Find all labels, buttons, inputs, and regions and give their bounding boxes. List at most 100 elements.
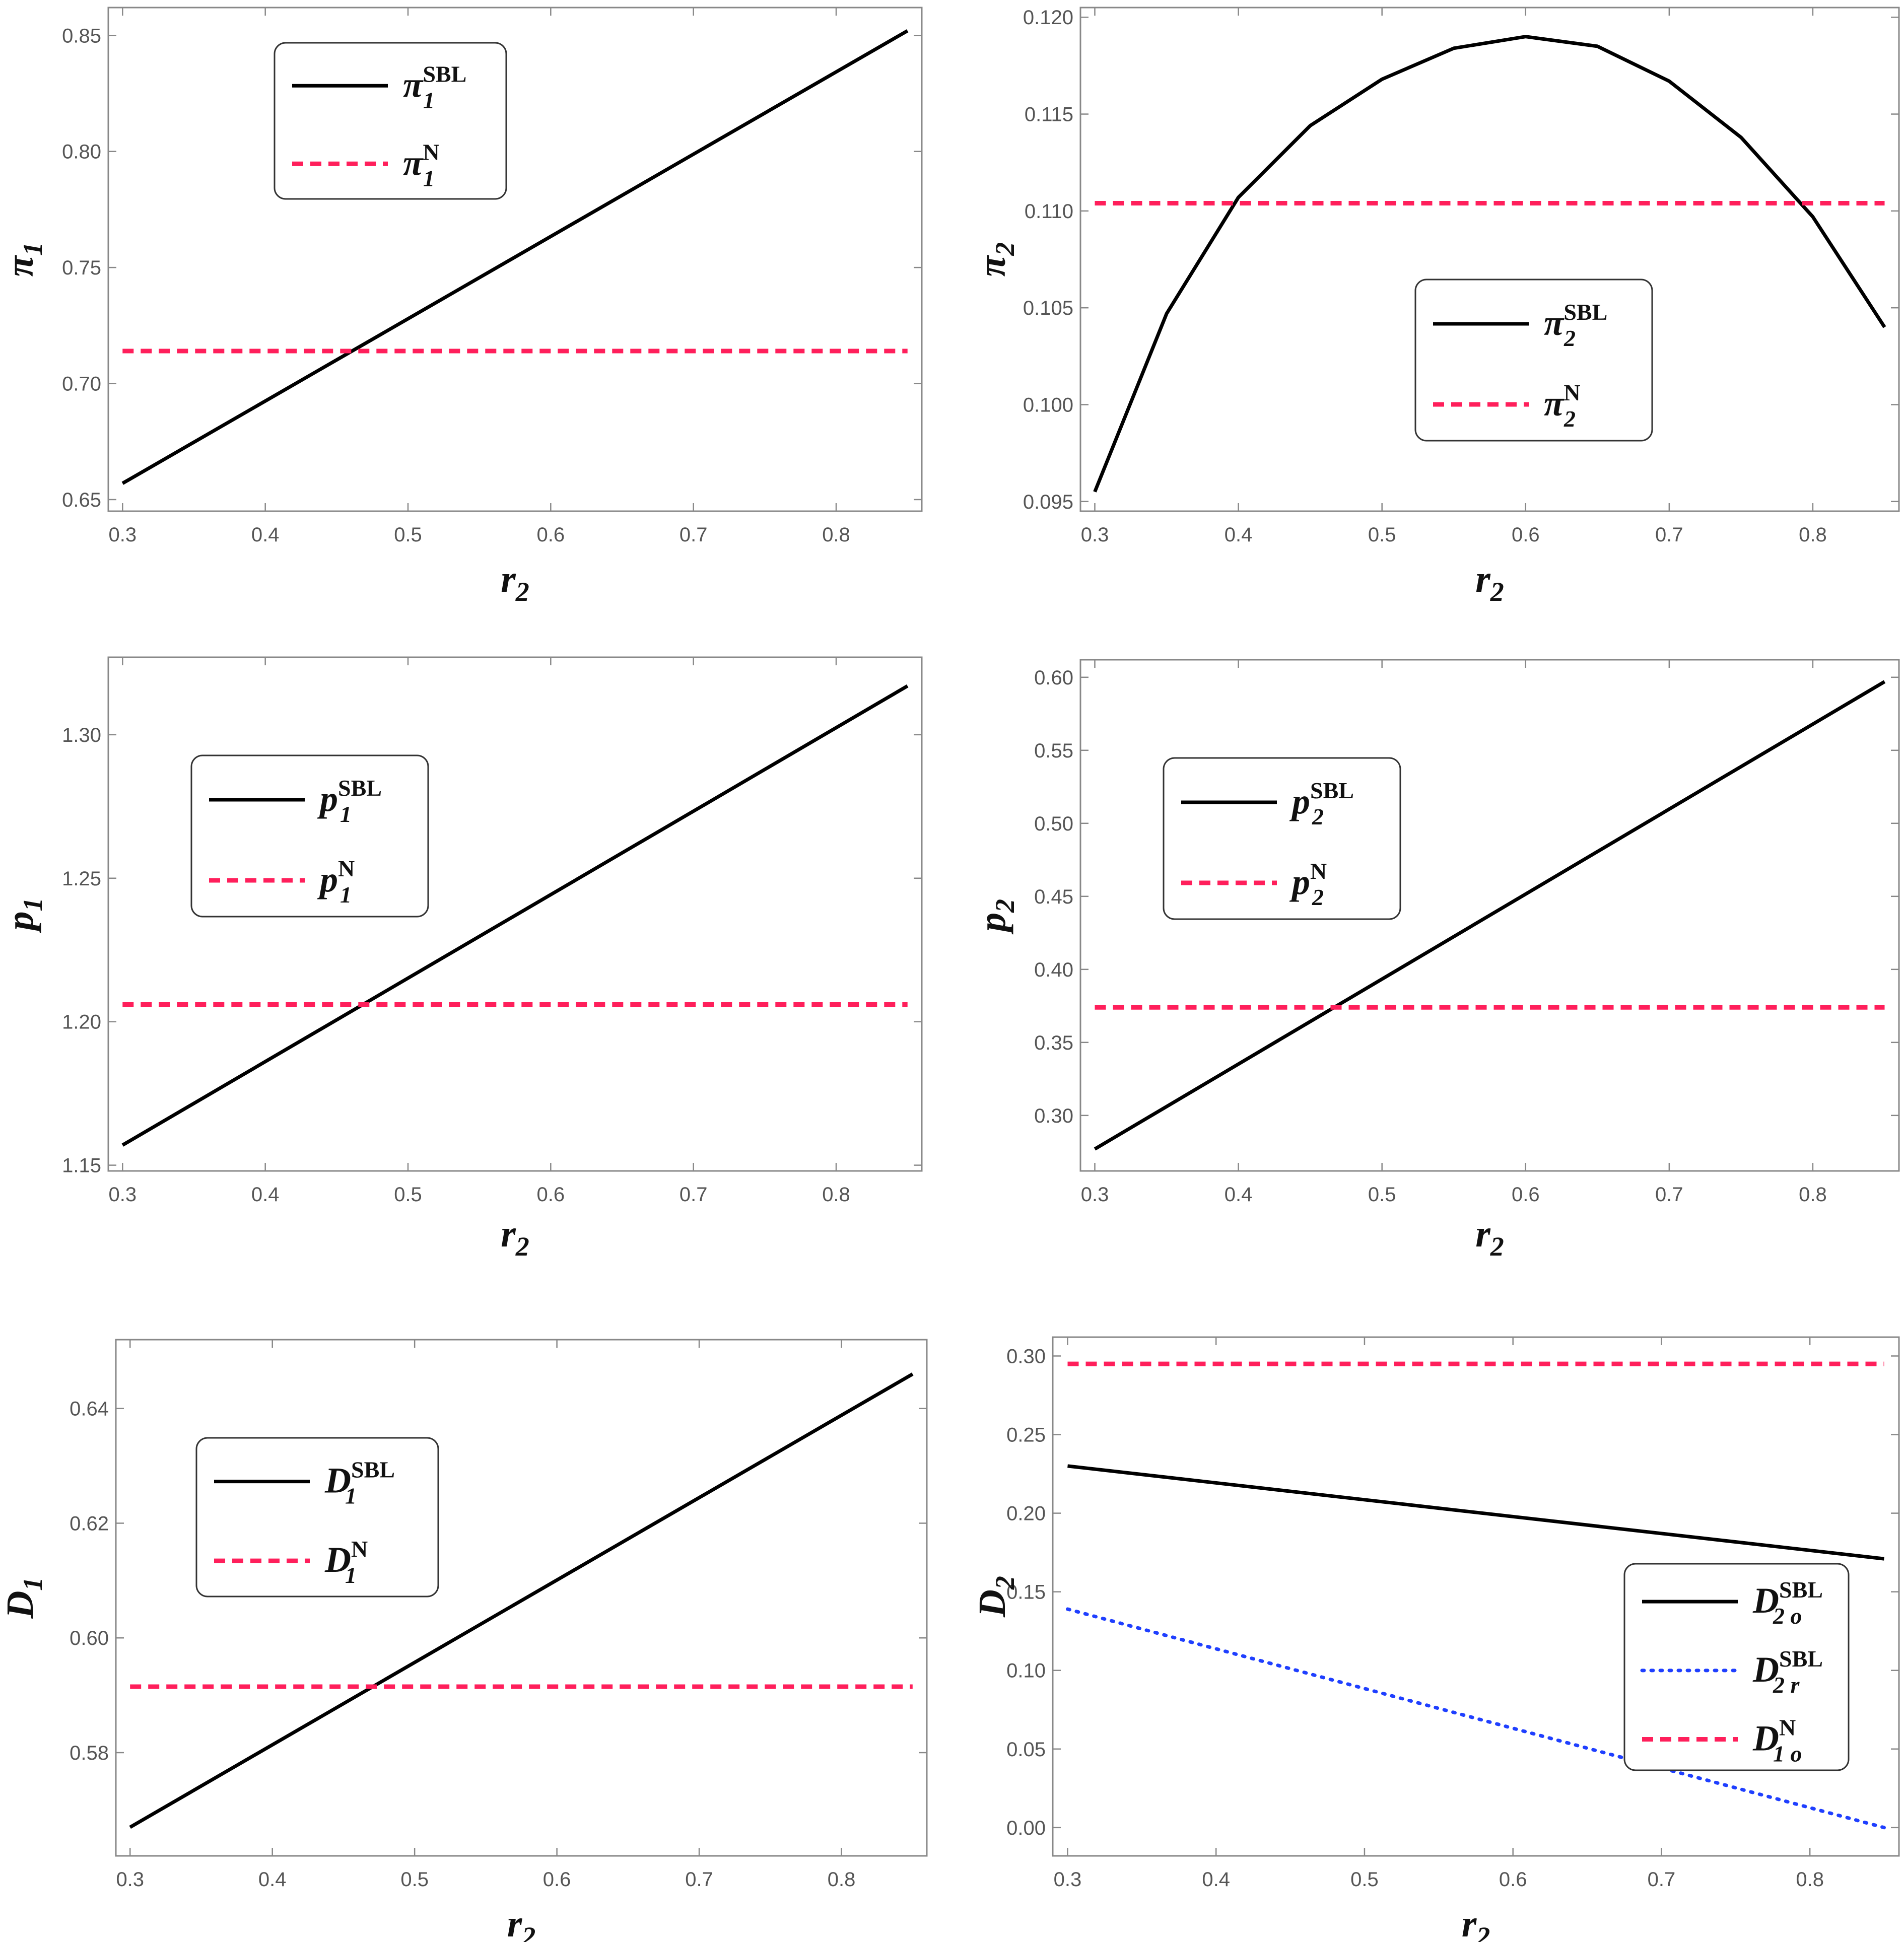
y-axis-label-base: D	[0, 1591, 41, 1619]
legend-label: pSBL 1	[317, 775, 382, 827]
legend-label-base: π	[1544, 383, 1565, 424]
legend-label-base: π	[403, 143, 424, 183]
x-tick-label: 0.7	[685, 1868, 713, 1891]
legend-label-sup: SBL	[1310, 778, 1354, 803]
legend-label-sub: 2	[1312, 804, 1324, 829]
y-tick-label: 0.115	[1025, 104, 1073, 126]
y-tick-label: 0.095	[1023, 491, 1073, 513]
legend-label: πN 1	[403, 139, 440, 191]
y-tick-label: 0.110	[1025, 200, 1073, 223]
legend-label: DSBL 1	[324, 1457, 395, 1509]
x-tick-label: 0.7	[1655, 1184, 1683, 1206]
legend-label-sup: N	[338, 856, 355, 881]
legend-label-sub: 1	[345, 1483, 357, 1509]
x-tick-label: 0.5	[1368, 1184, 1396, 1206]
y-tick-label: 0.15	[1006, 1581, 1046, 1604]
x-tick-label: 0.6	[1512, 1184, 1540, 1206]
legend-label-sub: 2 o	[1773, 1603, 1802, 1629]
x-tick-label: 0.6	[1499, 1868, 1527, 1891]
y-axis-label-base: π	[971, 254, 1013, 276]
x-axis-label: r2	[501, 558, 529, 607]
chart-d2: 0.3 0.4 0.5 0.6 0.7 0.8 0.00 0.05 0.10 0.15 0.20 0.…	[971, 1336, 1900, 1942]
x-tick-label: 0.3	[1054, 1868, 1082, 1891]
x-axis-label: r2	[1475, 558, 1504, 607]
x-tick-label: 0.5	[1350, 1868, 1379, 1891]
plot-frame	[1079, 7, 1900, 512]
x-axis-label: r2	[1462, 1903, 1490, 1942]
y-tick-label: 0.58	[70, 1742, 109, 1764]
x-tick-label: 0.8	[822, 524, 850, 546]
x-axis-label-sub: 2	[1476, 1921, 1490, 1942]
plot-frame	[107, 7, 923, 512]
x-tick-label: 0.6	[537, 524, 565, 546]
legend-label-base: p	[1289, 781, 1310, 821]
legend-label: πSBL 2	[1544, 299, 1607, 351]
x-tick-label: 0.5	[400, 1868, 429, 1891]
x-axis-label-base: r	[501, 1213, 516, 1255]
x-axis-label-sub: 2	[521, 1921, 535, 1942]
legend-label-sub: 1	[423, 87, 435, 113]
legend: pSBL 1 pN 1	[190, 754, 429, 918]
legend-label-base: p	[1289, 862, 1310, 902]
y-axis-label: D1	[0, 1577, 48, 1619]
y-axis-label-base: D	[971, 1589, 1013, 1618]
legend-box	[1414, 279, 1653, 442]
legend-label: pN 1	[317, 856, 355, 908]
plot-frame	[1052, 1336, 1900, 1857]
legend-label-sub: 2	[1312, 884, 1324, 910]
x-tick-label: 0.5	[394, 524, 422, 546]
series-line-solid	[1067, 1464, 1884, 1561]
y-tick-label: 1.15	[62, 1155, 101, 1177]
legend-label-sup: N	[1310, 858, 1327, 884]
y-tick-label: 0.60	[70, 1627, 109, 1649]
y-tick-label: 0.25	[1006, 1424, 1046, 1446]
x-tick-label: 0.7	[679, 524, 708, 546]
x-tick-label: 0.4	[251, 1184, 280, 1206]
legend-label-base: D	[324, 1461, 351, 1501]
x-tick-label: 0.7	[1655, 524, 1683, 546]
series-line-solid	[121, 29, 909, 485]
legend-label-base: π	[403, 64, 424, 105]
y-tick-label: 0.20	[1006, 1503, 1046, 1525]
x-axis-label: r2	[507, 1903, 536, 1942]
x-tick-label: 0.8	[1799, 1184, 1827, 1206]
y-axis-label-sub: 1	[18, 242, 48, 256]
legend-label: pSBL 2	[1289, 778, 1354, 829]
legend-label-sub: 1	[340, 882, 352, 908]
legend-label-sup: N	[1563, 380, 1580, 405]
y-axis-label: π1	[0, 242, 48, 277]
legend-label-sub: 1	[340, 801, 352, 827]
y-tick-label: 0.50	[1034, 813, 1073, 835]
series-line-solid	[1094, 680, 1886, 1151]
x-tick-label: 0.8	[822, 1184, 850, 1206]
y-tick-label: 0.30	[1006, 1345, 1046, 1367]
y-tick-label: 0.45	[1034, 886, 1073, 908]
x-tick-label: 0.8	[828, 1868, 856, 1891]
legend-label-sup: SBL	[423, 61, 466, 87]
y-tick-label: 0.100	[1023, 394, 1073, 416]
chart-p1: 0.3 0.4 0.5 0.6 0.7 0.81.151.201.251.30r2p1pS…	[0, 656, 923, 1262]
y-tick-label: 0.55	[1034, 740, 1073, 762]
x-tick-label: 0.5	[394, 1184, 422, 1206]
x-tick-label: 0.4	[251, 524, 280, 546]
chart-p2: 0.3 0.4 0.5 0.6 0.7 0.8 0.30 0.35 0.40 0.45 0.50 0.…	[971, 659, 1900, 1262]
legend-label-sup: SBL	[338, 775, 382, 801]
y-tick-label: 0.60	[1034, 667, 1073, 689]
x-tick-label: 0.5	[1368, 524, 1396, 546]
x-tick-label: 0.8	[1796, 1868, 1824, 1891]
legend-label-sup: SBL	[1779, 1577, 1823, 1603]
x-axis-label-base: r	[507, 1903, 523, 1942]
y-tick-label: 1.30	[62, 724, 101, 746]
legend: πSBL 1πN 1	[274, 42, 507, 200]
plot-frame	[107, 656, 923, 1172]
x-axis-label-base: r	[1475, 558, 1491, 600]
legend-label-sup: SBL	[1779, 1646, 1823, 1672]
y-axis-label-sub: 2	[990, 899, 1020, 913]
y-tick-label: 0.00	[1006, 1817, 1046, 1839]
legend-box	[195, 1437, 439, 1598]
legend-label: πSBL 1	[403, 61, 466, 113]
y-axis-label-sub: 2	[990, 1576, 1020, 1590]
legend-label-sup: SBL	[351, 1457, 395, 1483]
legend-label-base: π	[1544, 303, 1565, 343]
series-line-solid	[129, 1372, 914, 1829]
